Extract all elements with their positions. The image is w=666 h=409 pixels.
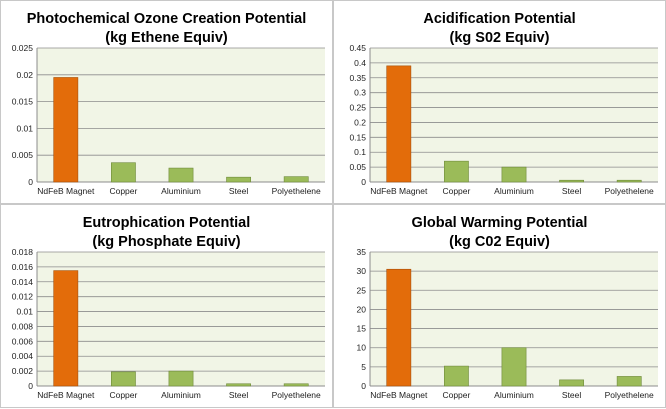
chart-title: Acidification Potential (kg S02 Equiv) [334, 10, 665, 48]
y-tick-label: 0.05 [349, 162, 366, 172]
bar [616, 376, 642, 387]
x-tick-label: Aluminium [161, 390, 201, 400]
y-tick-label: 0 [28, 381, 33, 391]
y-tick-label: 0.012 [12, 292, 34, 302]
x-tick-label: Copper [109, 186, 137, 196]
bar [559, 179, 584, 183]
y-tick-label: 0.01 [16, 307, 33, 317]
y-tick-label: 0.15 [349, 132, 366, 142]
x-tick-label: Aluminium [494, 390, 534, 400]
y-tick-label: 0.2 [354, 117, 366, 127]
chart-title-line1: Eutrophication Potential [82, 215, 251, 231]
chart-title-line2: (kg Ethene Equiv) [105, 30, 228, 46]
bar [501, 166, 527, 183]
plot-area [37, 48, 325, 182]
x-tick-label: Polyethelene [272, 186, 321, 196]
chart-panel-ozone: Photochemical Ozone Creation Potential (… [0, 0, 333, 204]
y-tick-label: 0.016 [12, 262, 34, 272]
y-tick-label: 0.006 [12, 336, 34, 346]
plot-area [370, 48, 658, 182]
y-tick-label: 0.008 [12, 321, 34, 331]
y-tick-label: 0.4 [354, 58, 366, 68]
y-tick-label: 0.3 [354, 88, 366, 98]
x-tick-label: NdFeB Magnet [370, 390, 428, 400]
chart-title: Global Warming Potential (kg C02 Equiv) [334, 214, 665, 252]
chart-title-line1: Acidification Potential [423, 11, 576, 27]
chart-title-line2: (kg S02 Equiv) [449, 30, 550, 46]
x-tick-label: NdFeB Magnet [37, 186, 95, 196]
x-tick-label: Polyethelene [272, 390, 321, 400]
x-tick-label: Steel [229, 390, 248, 400]
y-tick-label: 0.1 [354, 147, 366, 157]
chart-title: Photochemical Ozone Creation Potential (… [1, 10, 332, 48]
y-tick-label: 0 [361, 177, 366, 187]
x-tick-label: Polyethelene [605, 390, 654, 400]
y-tick-label: 35 [357, 247, 367, 257]
y-tick-label: 0.025 [12, 43, 34, 53]
chart-title-line2: (kg Phosphate Equiv) [92, 234, 241, 250]
x-tick-label: Copper [442, 186, 470, 196]
x-tick-label: Copper [442, 390, 470, 400]
chart-svg: 0 5 10 15 20 25 30 35 NdFeB Magnet Copper Aluminiu… [357, 247, 658, 400]
y-tick-label: 0.005 [12, 150, 34, 160]
chart-panel-global-warming: Global Warming Potential (kg C02 Equiv) … [333, 204, 666, 408]
bar [616, 179, 642, 183]
bar [226, 383, 251, 387]
bar [226, 176, 251, 183]
y-tick-label: 0 [361, 381, 366, 391]
y-tick-label: 5 [361, 362, 366, 372]
y-tick-label: 0.015 [12, 97, 34, 107]
x-tick-label: Aluminium [161, 186, 201, 196]
chart-panel-acidification: Acidification Potential (kg S02 Equiv) 0… [333, 0, 666, 204]
chart-title-line1: Photochemical Ozone Creation Potential [26, 11, 307, 27]
x-tick-label: NdFeB Magnet [370, 186, 428, 196]
bar [283, 176, 309, 183]
chart-title: Eutrophication Potential (kg Phosphate E… [1, 214, 332, 252]
chart-title-line1: Global Warming Potential [411, 215, 588, 231]
x-tick-label: Copper [109, 390, 137, 400]
x-tick-label: Steel [562, 390, 581, 400]
x-tick-label: Steel [229, 186, 248, 196]
chart-svg: 0 0.05 0.1 0.15 0.2 0.25 0.3 0.35 0.4 0.45 NdFeB M… [349, 43, 658, 196]
plot-area [37, 252, 325, 386]
x-tick-label: NdFeB Magnet [37, 390, 95, 400]
y-tick-label: 0.002 [12, 366, 34, 376]
bar [111, 371, 136, 387]
y-tick-label: 0.45 [349, 43, 366, 53]
bar [386, 65, 412, 183]
chart-panel-eutrophication: Eutrophication Potential (kg Phosphate E… [0, 204, 333, 408]
y-tick-label: 0.35 [349, 73, 366, 83]
bar [444, 365, 469, 387]
chart-svg: 0 0.002 0.004 0.006 0.008 0.01 0.012 0.014 0.016… [12, 247, 325, 400]
bar [53, 270, 79, 387]
x-tick-label: Polyethelene [605, 186, 654, 196]
bar [501, 347, 527, 387]
x-tick-label: Steel [562, 186, 581, 196]
bar [53, 77, 79, 183]
bar [111, 162, 136, 183]
y-tick-label: 25 [357, 285, 367, 295]
bar [283, 383, 309, 387]
y-tick-label: 0.25 [349, 103, 366, 113]
x-tick-label: Aluminium [494, 186, 534, 196]
chart-title-line2: (kg C02 Equiv) [449, 234, 550, 250]
chart-svg: 0 0.005 0.01 0.015 0.02 0.025 NdFeB Magnet Copp… [12, 43, 325, 196]
y-tick-label: 20 [357, 304, 367, 314]
y-tick-label: 0.014 [12, 277, 34, 287]
y-tick-label: 0.02 [16, 70, 33, 80]
bar [444, 160, 469, 183]
y-tick-label: 30 [357, 266, 367, 276]
y-tick-label: 0.018 [12, 247, 34, 257]
y-tick-label: 0.01 [16, 123, 33, 133]
bar [168, 167, 194, 183]
bar [559, 379, 584, 387]
y-tick-label: 0 [28, 177, 33, 187]
bar [168, 370, 194, 387]
y-tick-label: 15 [357, 324, 367, 334]
y-tick-label: 10 [357, 343, 367, 353]
bar [386, 268, 412, 387]
y-tick-label: 0.004 [12, 351, 34, 361]
